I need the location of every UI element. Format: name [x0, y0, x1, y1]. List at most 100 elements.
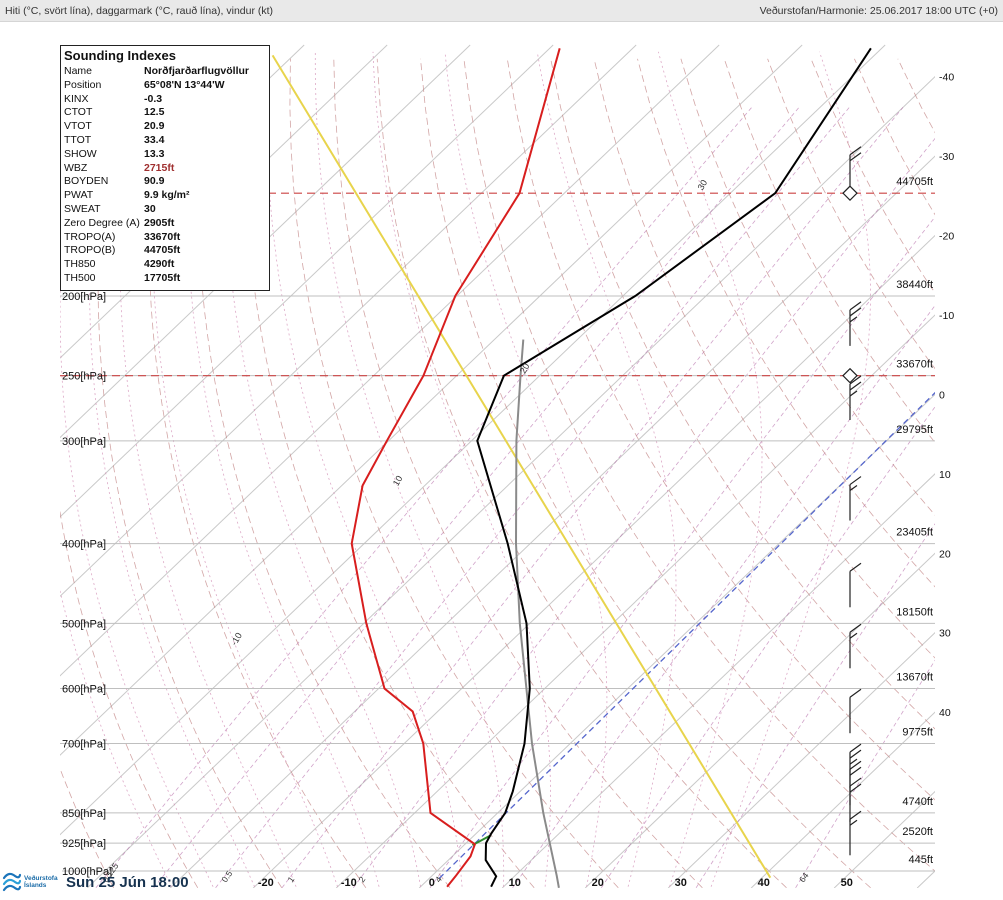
index-rows: Name Norðfjarðarflugvöllur Position 65°08'N… — [64, 65, 267, 286]
temp-axis-label: 40 — [758, 877, 770, 889]
index-value: -0.3 — [144, 92, 163, 105]
sounding-indexes-panel: Sounding Indexes Name Norðfjarðarflugvöll… — [60, 45, 270, 291]
index-row: CTOT 12.5 — [64, 106, 267, 120]
series-standard-atmosphere — [514, 339, 560, 888]
index-value: 33.4 — [144, 133, 165, 146]
pressure-label: 200[hPa] — [62, 291, 106, 303]
legend-text: Hiti (°C, svört lína), daggarmark (°C, r… — [5, 4, 274, 17]
index-label: CTOT — [64, 106, 93, 119]
logo-text-line1: Veðurstofa — [24, 874, 58, 882]
moist-adiabat-label: -10 — [229, 631, 244, 647]
index-label: VTOT — [64, 120, 92, 133]
series-temperature — [476, 47, 872, 888]
index-label: PWAT — [64, 189, 94, 202]
altitude-label: 23405ft — [896, 527, 933, 539]
index-row: Zero Degree (A) 2905ft — [64, 217, 267, 231]
pressure-label: 1000[hPa] — [62, 866, 112, 878]
index-value: 4290ft — [144, 258, 175, 271]
mixing-ratio-label: 1 — [285, 874, 296, 884]
model-run-text: Veðurstofan/Harmonie: 25.06.2017 18:00 U… — [759, 4, 998, 17]
index-label: WBZ — [64, 161, 88, 174]
moist-adiabat-label: 10 — [391, 474, 405, 488]
logo-text: Veðurstofa Íslands — [24, 875, 58, 890]
index-row: Position 65°08'N 13°44'W — [64, 79, 267, 93]
tropopause-marker — [842, 367, 858, 384]
pressure-label: 500[hPa] — [62, 618, 106, 630]
altitude-label: 38440ft — [896, 279, 933, 291]
mixing-ratio-label: 64 — [797, 870, 811, 884]
altitude-label: 13670ft — [896, 671, 933, 683]
pressure-grid — [60, 295, 935, 872]
index-row: PWAT 9.9 kg/m² — [64, 189, 267, 203]
index-label: Name — [64, 65, 93, 77]
temp-axis-label: 30 — [675, 877, 687, 889]
right-temp-label: -10 — [939, 310, 954, 322]
series-surface-marker — [471, 834, 492, 846]
index-label: TROPO(B) — [64, 244, 116, 257]
altitude-label: 445ft — [909, 854, 933, 866]
index-label: KINX — [64, 92, 89, 105]
right-temp-label: -40 — [939, 72, 954, 84]
index-label: TROPO(A) — [64, 230, 116, 243]
right-temp-label: -30 — [939, 151, 954, 163]
pressure-label: 400[hPa] — [62, 539, 106, 551]
vedurstofa-logo: Veðurstofa Íslands — [2, 866, 62, 898]
index-value: 2715ft — [144, 161, 175, 174]
index-row: TROPO(B) 44705ft — [64, 244, 267, 258]
tropopause-marker — [842, 185, 858, 202]
index-label: SWEAT — [64, 202, 101, 215]
temp-axis-label: 0 — [429, 877, 435, 889]
right-temp-label: 20 — [939, 548, 951, 560]
altitude-label: 18150ft — [896, 606, 933, 618]
pressure-label: 300[hPa] — [62, 436, 106, 448]
moist-adiabat-label: 20 — [518, 362, 532, 376]
series-yellow-reference-line — [271, 54, 772, 879]
temp-axis-label: -10 — [341, 877, 357, 889]
index-value: 44705ft — [144, 244, 181, 257]
right-temp-label: 0 — [939, 389, 945, 401]
right-temp-label: -20 — [939, 231, 954, 243]
dry-adiabats — [60, 58, 935, 888]
temp-axis-label: 50 — [841, 877, 853, 889]
temp-axis-label: 10 — [509, 877, 521, 889]
altitude-label: 29795ft — [896, 424, 933, 436]
moist-adiabats — [60, 51, 871, 887]
index-row: KINX -0.3 — [64, 93, 267, 107]
index-row: SWEAT 30 — [64, 203, 267, 217]
index-label: Position — [64, 78, 102, 91]
index-value: 9.9 kg/m² — [144, 189, 190, 202]
index-label: TH500 — [64, 271, 96, 284]
index-value: 65°08'N 13°44'W — [144, 78, 225, 91]
pressure-label: 250[hPa] — [62, 371, 106, 383]
index-row: TTOT 33.4 — [64, 134, 267, 148]
index-row: Name Norðfjarðarflugvöllur — [64, 65, 267, 79]
index-label: Zero Degree (A) — [64, 216, 140, 229]
mixing-ratio-label: 2 — [356, 874, 367, 884]
wave-icon — [2, 872, 22, 892]
index-value: 2905ft — [144, 216, 175, 229]
series-freezing-isotherm — [438, 391, 935, 879]
valid-time: Sun 25 Jún 18:00 — [66, 874, 189, 891]
index-label: BOYDEN — [64, 175, 109, 188]
title-bar: Hiti (°C, svört lína), daggarmark (°C, r… — [0, 0, 1003, 22]
altitude-label: 44705ft — [896, 176, 933, 188]
index-value: 17705ft — [144, 271, 181, 284]
altitude-label: 4740ft — [902, 796, 933, 808]
index-value: Norðfjarðarflugvöllur — [144, 65, 250, 77]
pressure-label: 850[hPa] — [62, 808, 106, 820]
logo-text-line2: Íslands — [24, 882, 47, 889]
temp-axis-label: -20 — [258, 877, 274, 889]
wind-barbs — [849, 146, 862, 856]
series-dewpoint — [350, 48, 561, 888]
index-value: 12.5 — [144, 106, 165, 119]
index-value: 30 — [144, 202, 156, 215]
index-row: SHOW 13.3 — [64, 148, 267, 162]
pressure-label: 925[hPa] — [62, 838, 106, 850]
index-value: 20.9 — [144, 120, 165, 133]
index-row: TH850 4290ft — [64, 258, 267, 272]
panel-title: Sounding Indexes — [64, 48, 176, 63]
index-row: TH500 17705ft — [64, 272, 267, 286]
mixing-ratio-label: 4 — [433, 874, 444, 884]
temp-axis-label: 20 — [592, 877, 604, 889]
